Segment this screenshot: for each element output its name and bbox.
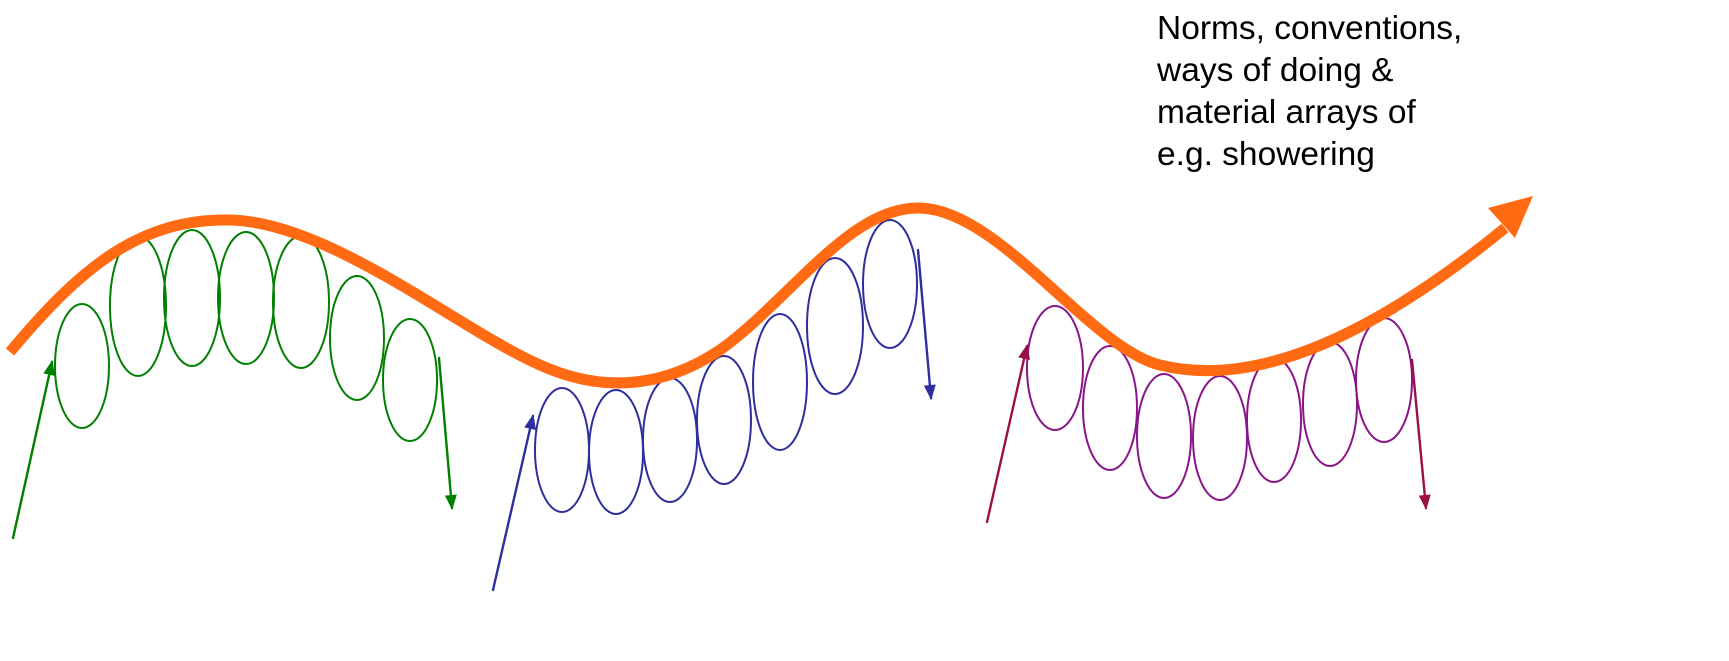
loop-green-4 bbox=[217, 231, 275, 365]
arrow-in-purple-head bbox=[1018, 344, 1030, 361]
loop-blue-1 bbox=[534, 387, 590, 513]
arrow-in-blue-shaft bbox=[491, 414, 535, 592]
annotation-line-1: Norms, conventions, bbox=[1157, 10, 1463, 47]
arrow-out-blue-shaft bbox=[916, 248, 933, 400]
loop-purple-5 bbox=[1246, 357, 1302, 483]
arrow-out-blue bbox=[916, 248, 936, 400]
arrow-in-purple bbox=[985, 344, 1030, 524]
loop-green-6 bbox=[329, 275, 385, 401]
loop-purple-7 bbox=[1355, 317, 1413, 443]
arrow-out-green-shaft bbox=[437, 356, 454, 510]
arrow-out-green-head bbox=[444, 494, 457, 510]
loop-group-blue bbox=[534, 219, 918, 515]
arrow-in-green-head bbox=[43, 360, 56, 376]
arrow-in-purple-shaft bbox=[985, 344, 1029, 524]
annotation-line-3: material arrays of bbox=[1157, 94, 1416, 131]
loop-green-1 bbox=[54, 303, 110, 429]
arrow-in-green bbox=[11, 360, 56, 540]
loop-purple-2 bbox=[1082, 345, 1138, 471]
loop-purple-1 bbox=[1026, 305, 1084, 431]
loop-blue-4 bbox=[696, 355, 752, 485]
loop-blue-5 bbox=[752, 313, 808, 451]
arrows-layer bbox=[11, 248, 1431, 592]
arrow-out-purple-head bbox=[1418, 494, 1431, 510]
arrow-out-green bbox=[437, 356, 457, 510]
arrow-in-blue-head bbox=[524, 414, 536, 431]
practice-wave-arrowhead bbox=[1488, 196, 1533, 238]
arrow-in-blue bbox=[491, 414, 536, 592]
norms-annotation: Norms, conventions, ways of doing & mate… bbox=[1157, 8, 1577, 176]
arrow-out-blue-head bbox=[923, 384, 936, 400]
loop-purple-4 bbox=[1192, 375, 1248, 501]
arrow-in-green-shaft bbox=[11, 360, 54, 540]
loop-blue-2 bbox=[588, 389, 644, 515]
loop-green-5 bbox=[272, 235, 330, 369]
loop-blue-6 bbox=[806, 257, 864, 395]
practice-wave bbox=[5, 202, 1509, 389]
loop-purple-3 bbox=[1136, 373, 1192, 499]
arrow-out-purple-shaft bbox=[1410, 358, 1428, 510]
loop-blue-7 bbox=[862, 219, 918, 349]
loops-layer bbox=[54, 219, 1413, 515]
loop-green-2 bbox=[109, 235, 167, 377]
annotation-line-4: e.g. showering bbox=[1157, 136, 1375, 173]
loop-green-3 bbox=[163, 229, 221, 367]
loop-group-green bbox=[54, 229, 438, 442]
loop-purple-6 bbox=[1302, 341, 1358, 467]
wave-layer bbox=[5, 196, 1533, 389]
loop-green-7 bbox=[382, 318, 438, 442]
arrow-out-purple bbox=[1410, 358, 1431, 510]
annotation-line-2: ways of doing & bbox=[1157, 52, 1394, 89]
loop-blue-3 bbox=[642, 377, 698, 503]
